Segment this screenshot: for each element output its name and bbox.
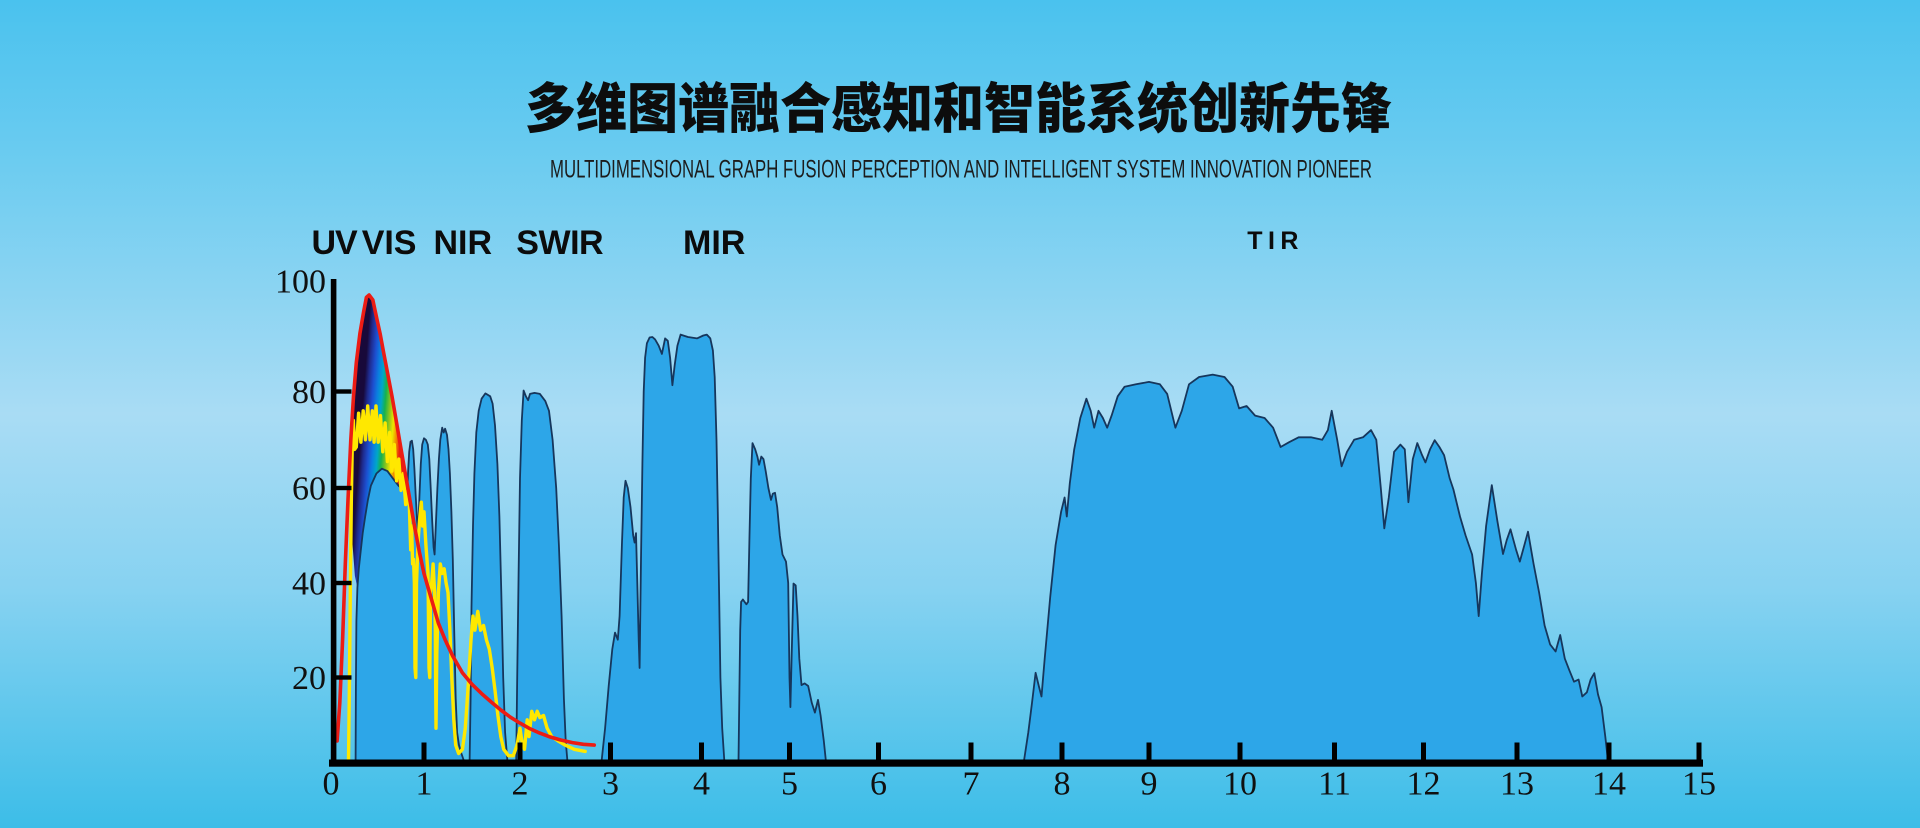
svg-text:13: 13 — [1500, 766, 1534, 803]
svg-text:9: 9 — [1141, 766, 1158, 803]
svg-text:TIR: TIR — [1247, 227, 1304, 255]
svg-text:20: 20 — [292, 660, 326, 697]
svg-text:0: 0 — [323, 766, 340, 803]
svg-text:15: 15 — [1682, 766, 1716, 803]
svg-text:11: 11 — [1318, 766, 1351, 803]
svg-text:60: 60 — [292, 471, 326, 508]
svg-text:12: 12 — [1407, 766, 1441, 803]
svg-text:4: 4 — [693, 766, 710, 803]
svg-text:MIR: MIR — [683, 224, 745, 262]
svg-text:8: 8 — [1054, 766, 1071, 803]
svg-text:14: 14 — [1592, 766, 1626, 803]
svg-text:2: 2 — [512, 766, 529, 803]
svg-text:NIR: NIR — [434, 224, 493, 262]
svg-text:5: 5 — [781, 766, 798, 803]
svg-text:3: 3 — [602, 766, 619, 803]
svg-text:10: 10 — [1223, 766, 1257, 803]
svg-text:SWIR: SWIR — [516, 224, 603, 262]
svg-text:100: 100 — [275, 264, 326, 301]
svg-text:80: 80 — [292, 374, 326, 411]
svg-text:1: 1 — [416, 766, 433, 803]
svg-text:UV: UV — [312, 224, 359, 262]
svg-text:MULTIDIMENSIONAL GRAPH FUSION: MULTIDIMENSIONAL GRAPH FUSION PERCEPTION… — [550, 156, 1372, 184]
svg-text:VIS: VIS — [362, 224, 417, 262]
svg-text:7: 7 — [963, 766, 980, 803]
svg-text:6: 6 — [870, 766, 887, 803]
svg-text:40: 40 — [292, 566, 326, 603]
